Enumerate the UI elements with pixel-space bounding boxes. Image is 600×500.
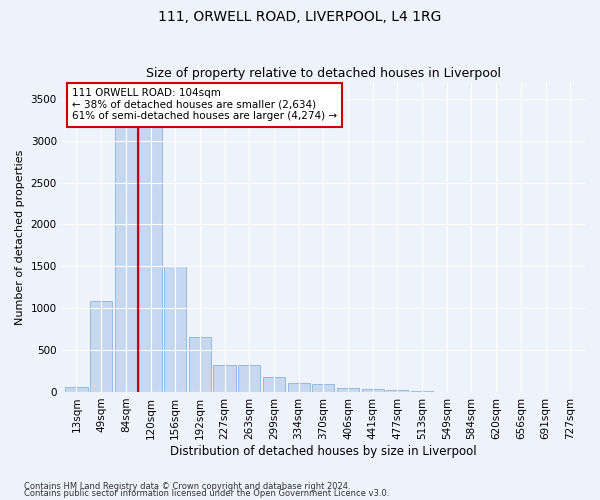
Bar bbox=[312, 384, 334, 392]
Bar bbox=[214, 365, 236, 392]
Bar bbox=[263, 378, 285, 392]
Y-axis label: Number of detached properties: Number of detached properties bbox=[15, 150, 25, 324]
Text: 111, ORWELL ROAD, LIVERPOOL, L4 1RG: 111, ORWELL ROAD, LIVERPOOL, L4 1RG bbox=[158, 10, 442, 24]
Bar bbox=[386, 390, 409, 392]
Bar bbox=[337, 388, 359, 392]
Bar bbox=[65, 388, 88, 392]
Text: Contains HM Land Registry data © Crown copyright and database right 2024.: Contains HM Land Registry data © Crown c… bbox=[24, 482, 350, 491]
Bar bbox=[189, 336, 211, 392]
Bar bbox=[115, 104, 137, 392]
Title: Size of property relative to detached houses in Liverpool: Size of property relative to detached ho… bbox=[146, 66, 501, 80]
Bar bbox=[164, 266, 187, 392]
Bar bbox=[139, 104, 161, 392]
X-axis label: Distribution of detached houses by size in Liverpool: Distribution of detached houses by size … bbox=[170, 444, 476, 458]
Bar bbox=[287, 382, 310, 392]
Bar bbox=[90, 300, 112, 392]
Text: 111 ORWELL ROAD: 104sqm
← 38% of detached houses are smaller (2,634)
61% of semi: 111 ORWELL ROAD: 104sqm ← 38% of detache… bbox=[72, 88, 337, 122]
Bar bbox=[362, 389, 384, 392]
Text: Contains public sector information licensed under the Open Government Licence v3: Contains public sector information licen… bbox=[24, 489, 389, 498]
Bar bbox=[238, 365, 260, 392]
